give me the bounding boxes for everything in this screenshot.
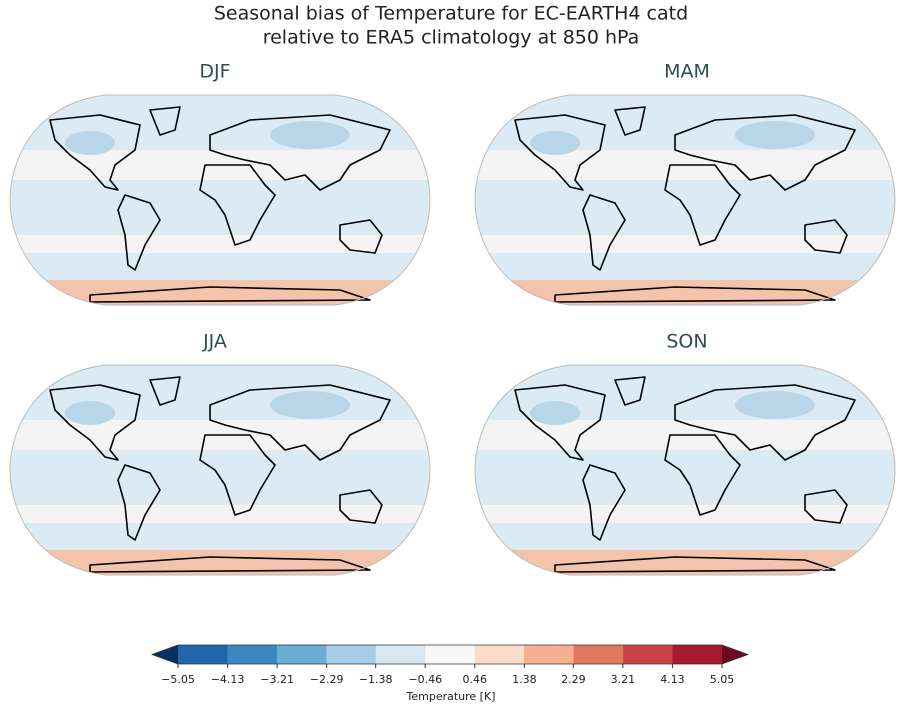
panel-title: DJF bbox=[199, 61, 230, 83]
map bbox=[10, 95, 430, 310]
panel-title: JJA bbox=[202, 331, 227, 353]
colorbar-bin bbox=[524, 645, 575, 664]
colorbar-bin bbox=[326, 645, 377, 664]
colorbar-bin bbox=[573, 645, 624, 664]
colorbar-tick-label: −5.05 bbox=[161, 673, 195, 686]
colorbar-tick-label: −1.38 bbox=[359, 673, 393, 686]
colorbar-bin bbox=[227, 645, 278, 664]
map bbox=[475, 365, 895, 580]
panel-title: SON bbox=[666, 331, 707, 353]
panel: JJA bbox=[10, 331, 430, 581]
colorbar-bin bbox=[425, 645, 476, 664]
title-line: Seasonal bias of Temperature for EC-EART… bbox=[214, 3, 688, 25]
map bbox=[475, 95, 895, 310]
colorbar-tick-label: −3.21 bbox=[260, 673, 294, 686]
colorbar: −5.05 −4.13 −3.21 −2.29 −1.38 −0.46 0.46 1.38 2.… bbox=[150, 644, 750, 686]
colorbar-bin bbox=[623, 645, 674, 664]
title-line: relative to ERA5 climatology at 850 hPa bbox=[263, 27, 640, 49]
colorbar-bin bbox=[375, 645, 426, 664]
map bbox=[10, 365, 430, 580]
colorbar-extend-over bbox=[722, 645, 748, 664]
colorbar-tick-label: 5.05 bbox=[710, 673, 735, 686]
colorbar-bin bbox=[178, 645, 228, 664]
panel: DJF bbox=[10, 61, 430, 311]
colorbar-label: Temperature [K] bbox=[406, 690, 496, 703]
colorbar-tick-label: −2.29 bbox=[310, 673, 344, 686]
panel: MAM bbox=[475, 61, 895, 311]
panel-title: MAM bbox=[664, 61, 710, 83]
colorbar-bin bbox=[474, 645, 525, 664]
colorbar-extend-under bbox=[152, 645, 178, 664]
colorbar-tick-label: 1.38 bbox=[512, 673, 537, 686]
colorbar-tick-label: 3.21 bbox=[611, 673, 636, 686]
panel: SON bbox=[475, 331, 895, 581]
colorbar-tick-label: −0.46 bbox=[408, 673, 442, 686]
colorbar-tick-label: −4.13 bbox=[211, 673, 245, 686]
colorbar-bin bbox=[276, 645, 327, 664]
colorbar-tick-label: 2.29 bbox=[561, 673, 586, 686]
colorbar-bin bbox=[672, 645, 723, 664]
colorbar-tick-label: 0.46 bbox=[463, 673, 488, 686]
colorbar-tick-label: 4.13 bbox=[660, 673, 685, 686]
